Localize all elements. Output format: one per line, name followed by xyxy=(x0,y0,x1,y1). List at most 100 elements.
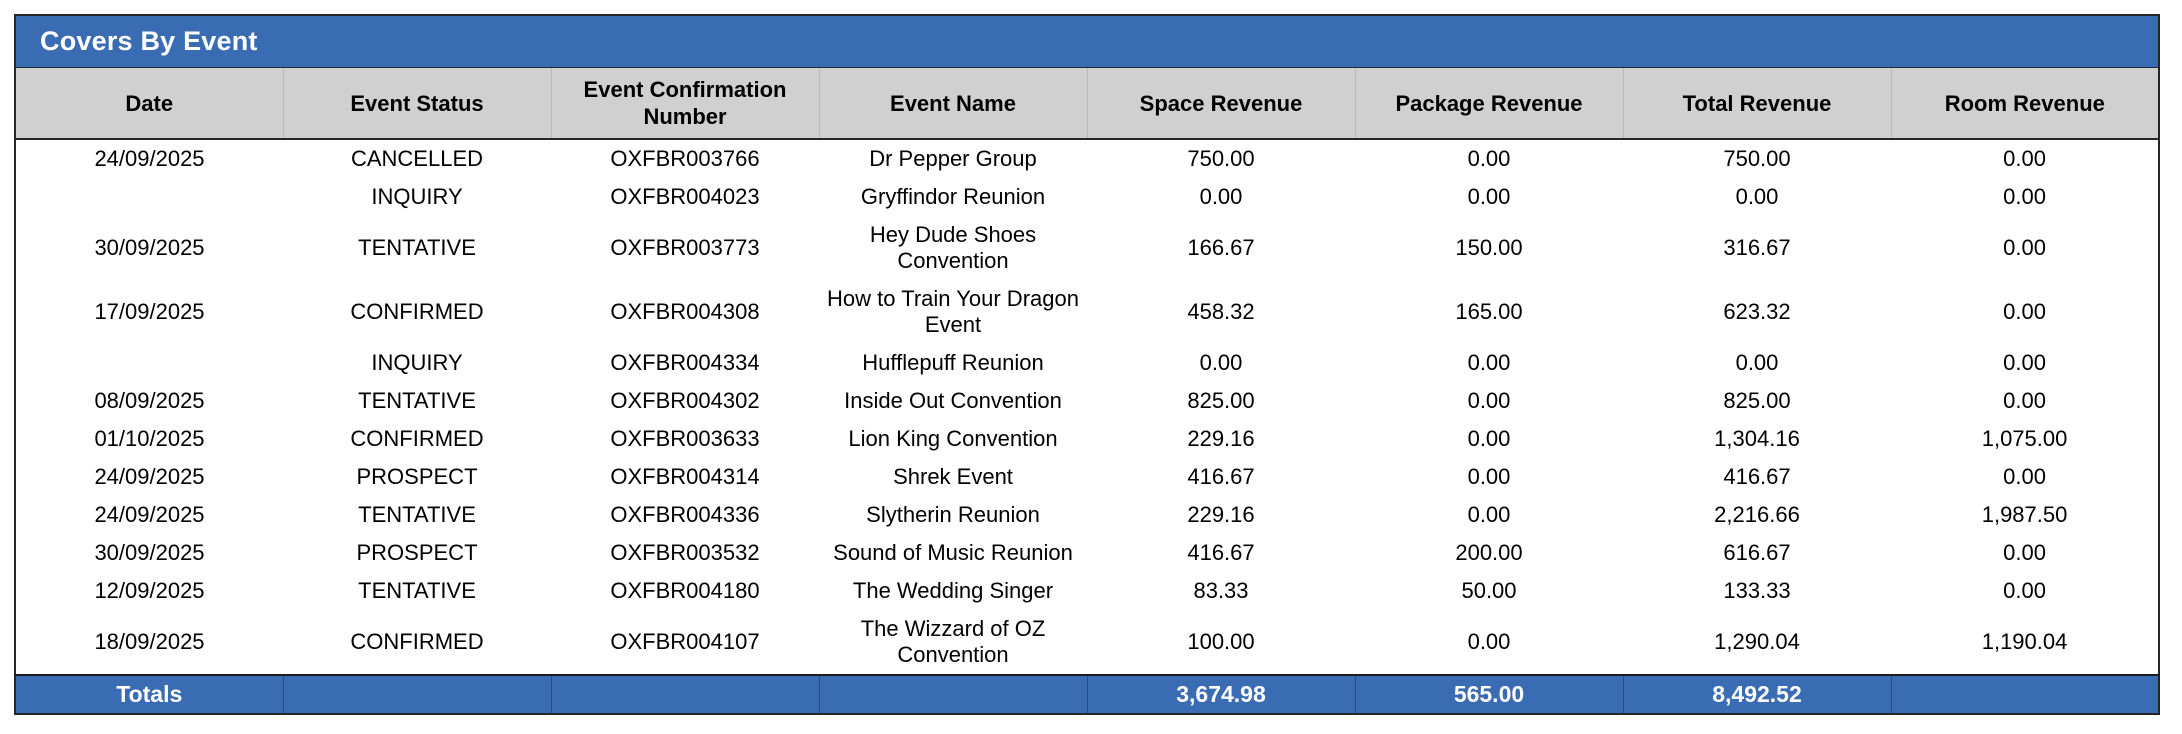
totals-room-revenue xyxy=(1890,674,2160,714)
cell-room-revenue: 0.00 xyxy=(1891,344,2160,382)
cell-package-revenue: 0.00 xyxy=(1355,610,1623,675)
cell-total-revenue: 750.00 xyxy=(1623,139,1891,178)
cell-space-revenue: 0.00 xyxy=(1087,178,1355,216)
table-row: 17/09/2025 CONFIRMED OXFBR004308 How to … xyxy=(15,280,2160,344)
cell-space-revenue: 458.32 xyxy=(1087,280,1355,344)
cell-event-name: Hufflepuff Reunion xyxy=(819,344,1087,382)
cell-room-revenue: 0.00 xyxy=(1891,178,2160,216)
cell-event-name: How to Train Your Dragon Event xyxy=(819,280,1087,344)
cell-total-revenue: 825.00 xyxy=(1623,382,1891,420)
cell-event-name: Gryffindor Reunion xyxy=(819,178,1087,216)
cell-total-revenue: 623.32 xyxy=(1623,280,1891,344)
cell-date: 18/09/2025 xyxy=(15,610,283,675)
table-row: 18/09/2025 CONFIRMED OXFBR004107 The Wiz… xyxy=(15,610,2160,675)
cell-event-status: TENTATIVE xyxy=(283,216,551,280)
cell-space-revenue: 229.16 xyxy=(1087,496,1355,534)
column-header-package-revenue: Package Revenue xyxy=(1354,67,1623,140)
totals-event-name xyxy=(818,674,1087,714)
cell-room-revenue: 0.00 xyxy=(1891,534,2160,572)
column-header-room-revenue: Room Revenue xyxy=(1890,67,2160,140)
cell-date: 24/09/2025 xyxy=(15,496,283,534)
cell-space-revenue: 0.00 xyxy=(1087,344,1355,382)
cell-event-status: CONFIRMED xyxy=(283,610,551,675)
cell-package-revenue: 200.00 xyxy=(1355,534,1623,572)
cell-event-name: Lion King Convention xyxy=(819,420,1087,458)
column-header-event-name: Event Name xyxy=(818,67,1087,140)
totals-label: Totals xyxy=(15,674,283,714)
cell-confirmation: OXFBR004023 xyxy=(551,178,819,216)
cell-package-revenue: 0.00 xyxy=(1355,420,1623,458)
cell-total-revenue: 0.00 xyxy=(1623,178,1891,216)
table-row: 30/09/2025 TENTATIVE OXFBR003773 Hey Dud… xyxy=(15,216,2160,280)
cell-package-revenue: 50.00 xyxy=(1355,572,1623,610)
cell-date: 30/09/2025 xyxy=(15,216,283,280)
table-row: 08/09/2025 TENTATIVE OXFBR004302 Inside … xyxy=(15,382,2160,420)
report-title-bar: Covers By Event xyxy=(15,15,2160,68)
cell-event-status: CANCELLED xyxy=(283,139,551,178)
cell-event-status: TENTATIVE xyxy=(283,496,551,534)
totals-space-revenue: 3,674.98 xyxy=(1086,674,1355,714)
cell-event-name: Sound of Music Reunion xyxy=(819,534,1087,572)
cell-room-revenue: 0.00 xyxy=(1891,280,2160,344)
cell-event-name: Dr Pepper Group xyxy=(819,139,1087,178)
cell-total-revenue: 616.67 xyxy=(1623,534,1891,572)
column-header-space-revenue: Space Revenue xyxy=(1086,67,1355,140)
cell-confirmation: OXFBR003532 xyxy=(551,534,819,572)
cell-package-revenue: 0.00 xyxy=(1355,178,1623,216)
totals-confirmation xyxy=(550,674,819,714)
cell-package-revenue: 0.00 xyxy=(1355,382,1623,420)
cell-event-name: The Wedding Singer xyxy=(819,572,1087,610)
cell-event-status: INQUIRY xyxy=(283,344,551,382)
cell-space-revenue: 100.00 xyxy=(1087,610,1355,675)
cell-package-revenue: 165.00 xyxy=(1355,280,1623,344)
cell-space-revenue: 83.33 xyxy=(1087,572,1355,610)
column-header-date: Date xyxy=(15,67,283,140)
cell-space-revenue: 416.67 xyxy=(1087,534,1355,572)
cell-package-revenue: 0.00 xyxy=(1355,496,1623,534)
cell-date: 24/09/2025 xyxy=(15,458,283,496)
cell-confirmation: OXFBR003766 xyxy=(551,139,819,178)
cell-event-status: TENTATIVE xyxy=(283,572,551,610)
cell-space-revenue: 416.67 xyxy=(1087,458,1355,496)
cell-confirmation: OXFBR004334 xyxy=(551,344,819,382)
cell-total-revenue: 2,216.66 xyxy=(1623,496,1891,534)
cell-date: 30/09/2025 xyxy=(15,534,283,572)
covers-by-event-report: Covers By Event Date Event Status Event … xyxy=(14,14,2161,715)
table-row: 24/09/2025 PROSPECT OXFBR004314 Shrek Ev… xyxy=(15,458,2160,496)
cell-room-revenue: 1,190.04 xyxy=(1891,610,2160,675)
cell-total-revenue: 1,290.04 xyxy=(1623,610,1891,675)
cell-total-revenue: 416.67 xyxy=(1623,458,1891,496)
cell-room-revenue: 0.00 xyxy=(1891,572,2160,610)
cell-confirmation: OXFBR004336 xyxy=(551,496,819,534)
cell-event-name: Slytherin Reunion xyxy=(819,496,1087,534)
cell-confirmation: OXFBR003633 xyxy=(551,420,819,458)
cell-space-revenue: 825.00 xyxy=(1087,382,1355,420)
report-table-body: 24/09/2025 CANCELLED OXFBR003766 Dr Pepp… xyxy=(15,139,2160,675)
cell-total-revenue: 0.00 xyxy=(1623,344,1891,382)
cell-event-name: Inside Out Convention xyxy=(819,382,1087,420)
cell-room-revenue: 0.00 xyxy=(1891,216,2160,280)
cell-date: 24/09/2025 xyxy=(15,139,283,178)
cell-event-status: PROSPECT xyxy=(283,534,551,572)
table-row: 01/10/2025 CONFIRMED OXFBR003633 Lion Ki… xyxy=(15,420,2160,458)
cell-total-revenue: 133.33 xyxy=(1623,572,1891,610)
cell-date: 08/09/2025 xyxy=(15,382,283,420)
cell-date xyxy=(15,344,283,382)
cell-room-revenue: 0.00 xyxy=(1891,458,2160,496)
table-row: 24/09/2025 CANCELLED OXFBR003766 Dr Pepp… xyxy=(15,139,2160,178)
table-row: 12/09/2025 TENTATIVE OXFBR004180 The Wed… xyxy=(15,572,2160,610)
column-header-confirmation: Event Confirmation Number xyxy=(550,67,819,140)
cell-room-revenue: 0.00 xyxy=(1891,382,2160,420)
cell-date: 12/09/2025 xyxy=(15,572,283,610)
totals-total-revenue: 8,492.52 xyxy=(1622,674,1891,714)
cell-event-status: CONFIRMED xyxy=(283,280,551,344)
cell-confirmation: OXFBR003773 xyxy=(551,216,819,280)
cell-space-revenue: 166.67 xyxy=(1087,216,1355,280)
table-row: 24/09/2025 TENTATIVE OXFBR004336 Slyther… xyxy=(15,496,2160,534)
cell-date xyxy=(15,178,283,216)
cell-confirmation: OXFBR004308 xyxy=(551,280,819,344)
totals-package-revenue: 565.00 xyxy=(1354,674,1623,714)
table-row: INQUIRY OXFBR004334 Hufflepuff Reunion 0… xyxy=(15,344,2160,382)
report-title: Covers By Event xyxy=(15,15,2160,68)
cell-confirmation: OXFBR004107 xyxy=(551,610,819,675)
